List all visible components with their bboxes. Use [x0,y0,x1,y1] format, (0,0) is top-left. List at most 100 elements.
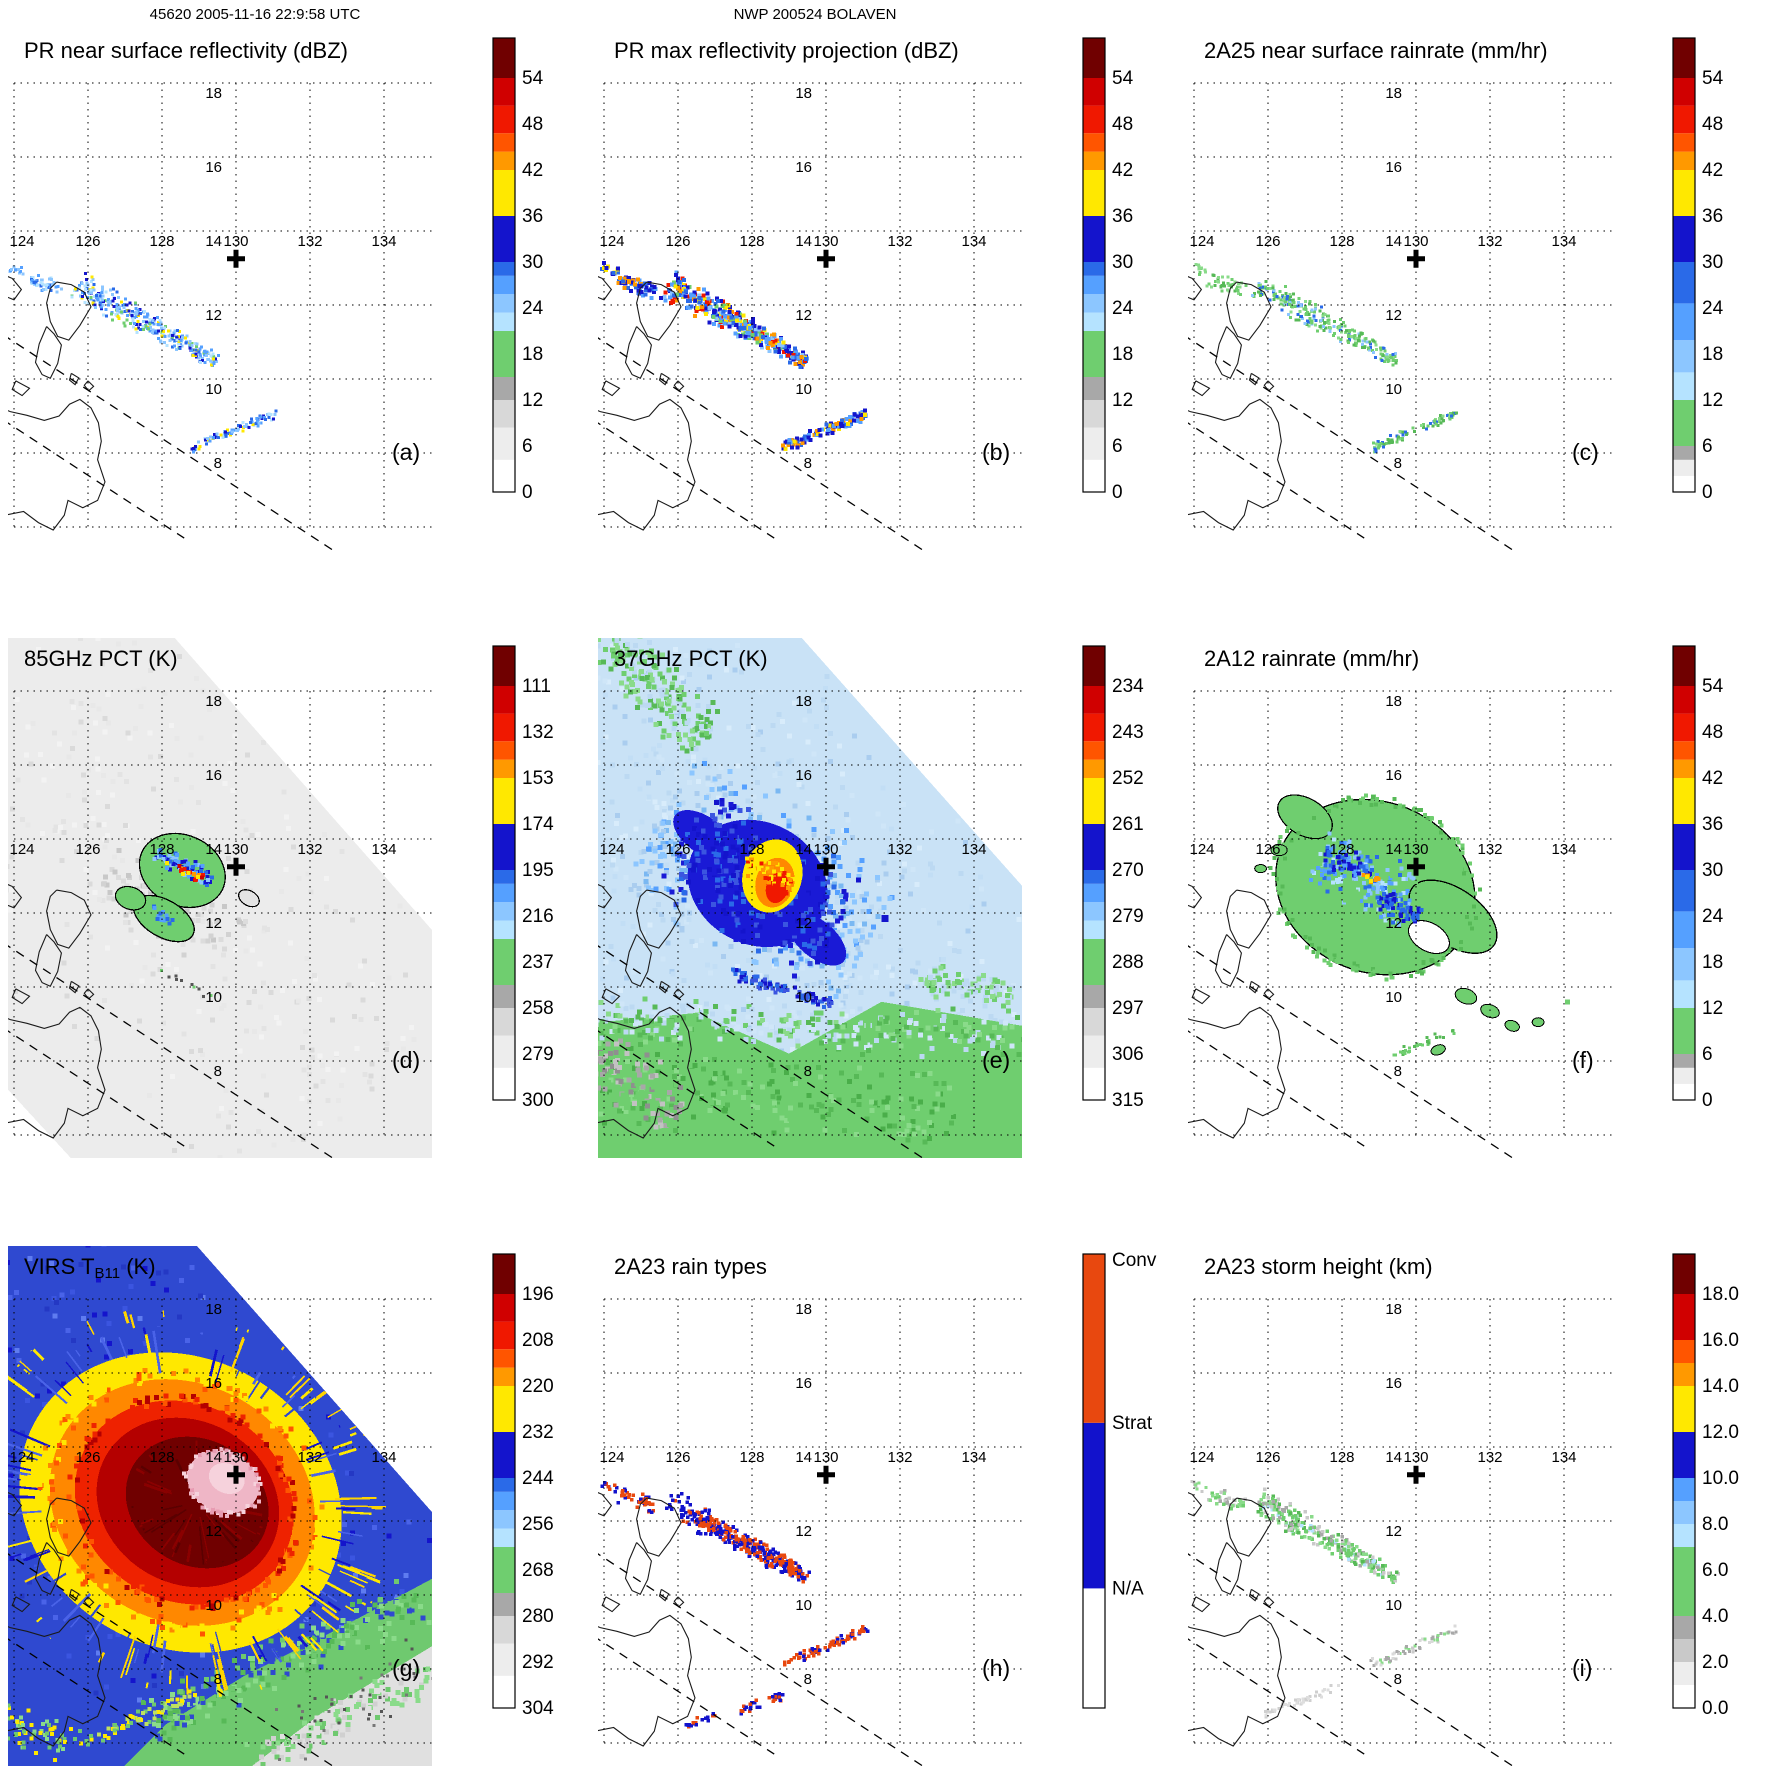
svg-text:16: 16 [1385,159,1402,176]
svg-text:16: 16 [205,159,222,176]
panel-d-title-text: 85GHz PCT (K) [24,646,178,671]
svg-text:128: 128 [1329,233,1354,250]
svg-text:10: 10 [205,989,222,1006]
svg-text:134: 134 [371,841,396,858]
panel-g: VIRS TB11 (K) 124 126 128 130 132 134 18 16 14 12 1… [8,1246,593,1771]
panel-h-title-text: 2A23 rain types [614,1254,767,1279]
storm-center-marker [227,1465,245,1484]
panel-b-map: 124 126 128 130 132 134 18 16 14 12 10 8 (b) [598,82,1022,550]
panel-c-title-text: 2A25 near surface rainrate (mm/hr) [1204,38,1548,63]
svg-text:124: 124 [599,233,624,250]
panel-a-title: PR near surface reflectivity (dBZ) [24,38,348,64]
colorbar-tick: 279 [1112,906,1144,927]
colorbar-tick: 48 [522,114,543,135]
colorbar-label: Strat [1112,1413,1153,1434]
map-layers: 124 126 128 130 132 134 18 16 14 12 10 8 (b) [598,82,1022,550]
svg-text:126: 126 [665,233,690,250]
panel-f-title-text: 2A12 rainrate (mm/hr) [1204,646,1420,671]
colorbar-tick: 4.0 [1702,1606,1728,1627]
panel-d-letter: (d) [392,1047,420,1073]
colorbar-b: 54 48 42 36 30 24 18 12 6 0 [1082,37,1134,503]
panel-e: 37GHz PCT (K) 124 126 128 130 132 134 18 16 14 12 1… [598,638,1183,1168]
colorbar-tick: 54 [1702,676,1724,697]
svg-text:130: 130 [1403,233,1428,250]
panel-b-title: PR max reflectivity projection (dBZ) [614,38,959,64]
colorbar-tick: 14.0 [1702,1376,1739,1397]
svg-text:18: 18 [205,693,222,710]
storm-center-marker [817,249,835,268]
colorbar-tick: 12 [1112,390,1133,411]
panel-b-colorbar: 54 48 42 36 30 24 18 12 6 0 [1082,37,1134,503]
colorbar-tick: 270 [1112,860,1144,881]
storm-center-marker [227,249,245,268]
colorbar-d: 111 132 153 174 195 216 237 258 279 300 [492,645,554,1111]
lat-lon-grid [13,690,432,1136]
colorbar-tick: 0 [1112,482,1123,503]
svg-text:126: 126 [1255,233,1280,250]
colorbar-tick: 315 [1112,1090,1144,1111]
colorbar-tick: 24 [1702,906,1724,927]
colorbar-tick: 18 [1702,344,1723,365]
colorbar-tick: 18.0 [1702,1284,1739,1305]
panel-g-title-part0: VIRS T [24,1254,95,1279]
colorbar-tick: 30 [1702,252,1723,273]
lat-lon-grid [13,82,432,528]
pr-swath-edge-lines [8,1553,334,1766]
panel-g-title-part2: (K) [120,1254,156,1279]
svg-text:18: 18 [205,85,222,102]
svg-text:124: 124 [9,841,34,858]
lat-lon-grid [1193,1298,1612,1744]
colorbar-tick: 297 [1112,998,1144,1019]
colorbar-tick: 258 [522,998,554,1019]
lat-lon-grid [603,82,1022,528]
svg-text:10: 10 [1385,381,1402,398]
coastlines [8,1492,106,1747]
colorbar-tick: 18 [1112,344,1133,365]
map-layers: 124 126 128 130 132 134 18 16 14 12 10 8 (a) [8,82,432,550]
panel-h-title: 2A23 rain types [614,1254,767,1280]
panel-i-letter: (i) [1572,1655,1592,1681]
svg-text:14: 14 [205,841,222,858]
svg-text:12: 12 [1385,307,1402,324]
svg-text:18: 18 [795,85,812,102]
svg-text:14: 14 [205,233,222,250]
pr-swath-edge-lines [598,337,924,550]
colorbar-tick: 6 [522,436,533,457]
colorbar-tick: 304 [522,1698,554,1719]
panel-b-title-text: PR max reflectivity projection (dBZ) [614,38,959,63]
colorbar-tick: 36 [522,206,543,227]
colorbar-a: 54 48 42 36 30 24 18 12 6 0 [492,37,544,503]
panel-f: 2A12 rainrate (mm/hr) 124 126 128 130 132 134 1… [1188,638,1771,1168]
colorbar-tick: 24 [522,298,544,319]
colorbar-tick: 252 [1112,768,1144,789]
pr-swath-edge-lines [1188,945,1514,1158]
colorbar-tick: 6 [1702,1044,1713,1065]
svg-text:126: 126 [75,841,100,858]
panel-i-colorbar: 18.0 16.0 14.0 12.0 10.0 8.0 6.0 4.0 2.0 0.0 [1672,1253,1739,1719]
storm-center-marker [1407,857,1425,876]
data-field [1190,1479,1458,1719]
data-field [8,265,278,454]
svg-text:10: 10 [795,381,812,398]
svg-text:8: 8 [214,455,222,472]
colorbar-tick: 174 [522,814,554,835]
svg-text:12: 12 [795,307,812,324]
panel-e-letter: (e) [982,1047,1010,1073]
panel-i-title: 2A23 storm height (km) [1204,1254,1433,1280]
pr-swath-edge-lines [1188,337,1514,550]
colorbar-tick: 12 [1702,998,1723,1019]
colorbar-tick: 36 [1702,814,1723,835]
coastlines [598,276,696,531]
data-field [600,1481,870,1729]
